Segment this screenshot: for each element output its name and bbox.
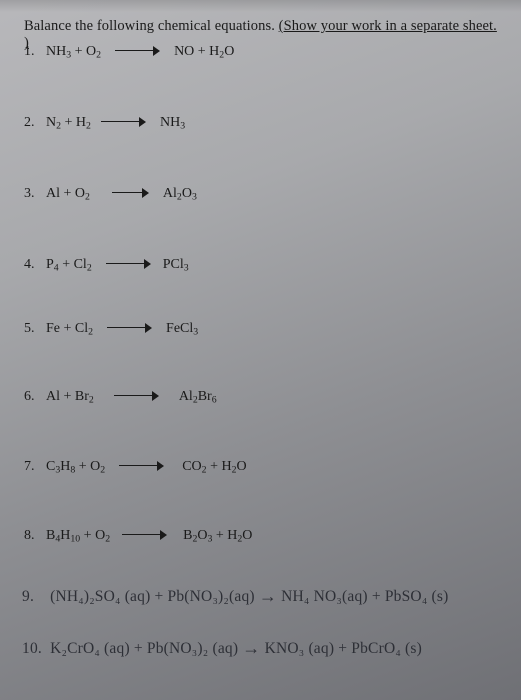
rhs: CO2 + H2O (182, 459, 246, 475)
row-num: 1. (24, 44, 46, 60)
lhs: 8.B4H10 + O2 (24, 528, 110, 544)
row-num: 8. (24, 528, 46, 544)
rhs: NH3 (160, 115, 185, 131)
equation-row: 3.Al + O2 Al2O3 (24, 186, 197, 202)
instruction-plain: Balance the following chemical equations… (24, 18, 279, 34)
rhs: Al2Br6 (179, 389, 217, 405)
lhs: 3.Al + O2 (24, 186, 90, 202)
rhs: B2O3 + H2O (183, 528, 252, 544)
hand9-right: NH₄ NO₃(aq) + PbSO₄ (s) (281, 588, 448, 605)
hand-arrow: → (259, 585, 277, 608)
rhs: PCl3 (163, 257, 189, 273)
hand-arrow: → (242, 637, 260, 660)
row-num: 6. (24, 389, 46, 405)
arrow-icon (106, 257, 151, 273)
rhs: Al2O3 (163, 186, 197, 202)
arrow-icon (107, 321, 152, 337)
hand10-right: KNO₃ (aq) + PbCrO₄ (s) (265, 640, 422, 657)
equation-row: 2.N2 + H2 NH3 (24, 115, 185, 131)
row-num: 4. (24, 257, 46, 273)
lhs: 6.Al + Br2 (24, 389, 94, 405)
rhs: NO + H2O (174, 44, 234, 60)
hand9-left: (NH₄)₂SO₄ (aq) + Pb(NO₃)₂(aq) (50, 588, 255, 605)
handwritten-eq-10: 10. K₂CrO₄ (aq) + Pb(NO₃)₂ (aq) → KNO₃ (… (22, 636, 513, 659)
row-num: 2. (24, 115, 46, 131)
handwritten-eq-9: 9. (NH₄)₂SO₄ (aq) + Pb(NO₃)₂(aq) → NH₄ N… (22, 584, 513, 607)
equation-row: 4.P4 + Cl2 PCl3 (24, 257, 189, 273)
equation-row: 6.Al + Br2 Al2Br6 (24, 389, 217, 405)
arrow-icon (122, 528, 167, 544)
arrow-icon (114, 389, 159, 405)
arrow-icon (101, 115, 146, 131)
arrow-icon (112, 186, 149, 202)
hand-num-10: 10. (22, 639, 46, 658)
equation-row: 7.C3H8 + O2 CO2 + H2O (24, 459, 247, 475)
lhs: 2.N2 + H2 (24, 115, 91, 131)
arrow-icon (119, 459, 164, 475)
equation-row: 8.B4H10 + O2 B2O3 + H2O (24, 528, 252, 544)
equation-row: 5.Fe + Cl2 FeCl3 (24, 321, 198, 337)
lhs: 5.Fe + Cl2 (24, 321, 93, 337)
row-num: 7. (24, 459, 46, 475)
lhs: 1.NH3 + O2 (24, 44, 101, 60)
hand10-left: K₂CrO₄ (aq) + Pb(NO₃)₂ (aq) (50, 640, 238, 657)
hand-num-9: 9. (22, 587, 46, 606)
row-num: 3. (24, 186, 46, 202)
lhs: 4.P4 + Cl2 (24, 257, 92, 273)
lhs: 7.C3H8 + O2 (24, 459, 105, 475)
rhs: FeCl3 (166, 321, 198, 337)
equation-row: 1.NH3 + O2 NO + H2O (24, 44, 234, 60)
row-num: 5. (24, 321, 46, 337)
arrow-icon (115, 44, 160, 60)
